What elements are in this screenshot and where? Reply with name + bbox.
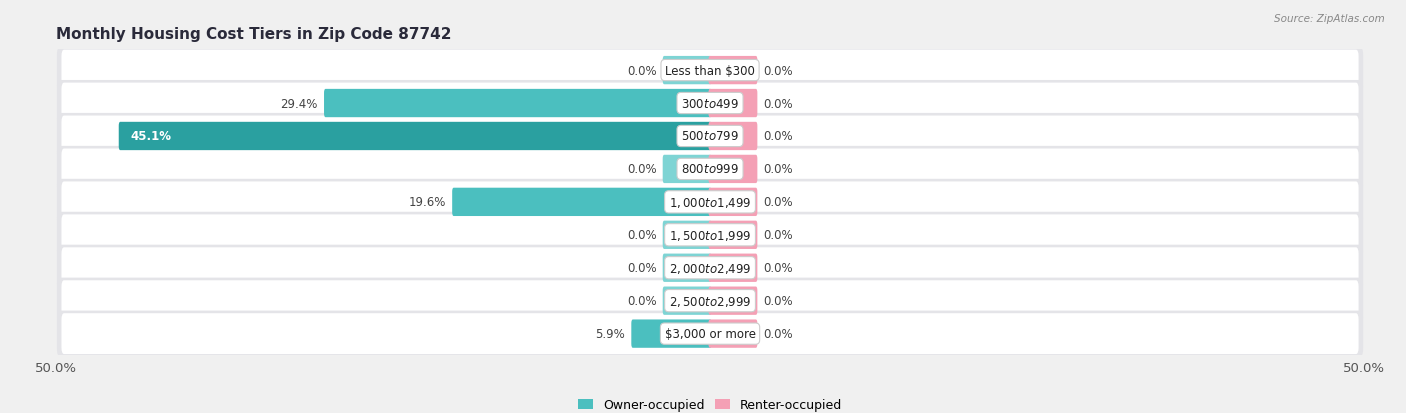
Text: 0.0%: 0.0% <box>627 261 657 275</box>
FancyBboxPatch shape <box>453 188 711 216</box>
Text: $500 to $799: $500 to $799 <box>681 130 740 143</box>
Text: $300 to $499: $300 to $499 <box>681 97 740 110</box>
Text: $800 to $999: $800 to $999 <box>681 163 740 176</box>
Text: 29.4%: 29.4% <box>280 97 318 110</box>
Text: 0.0%: 0.0% <box>763 294 793 307</box>
Text: $3,000 or more: $3,000 or more <box>665 328 755 340</box>
FancyBboxPatch shape <box>56 48 1364 94</box>
FancyBboxPatch shape <box>62 149 1358 190</box>
Text: 0.0%: 0.0% <box>763 261 793 275</box>
Text: 0.0%: 0.0% <box>763 97 793 110</box>
Text: $2,000 to $2,499: $2,000 to $2,499 <box>669 261 751 275</box>
FancyBboxPatch shape <box>62 280 1358 321</box>
FancyBboxPatch shape <box>709 57 758 85</box>
FancyBboxPatch shape <box>709 254 758 282</box>
Text: Source: ZipAtlas.com: Source: ZipAtlas.com <box>1274 14 1385 24</box>
Text: 45.1%: 45.1% <box>131 130 172 143</box>
FancyBboxPatch shape <box>662 254 711 282</box>
FancyBboxPatch shape <box>323 90 711 118</box>
FancyBboxPatch shape <box>62 215 1358 256</box>
FancyBboxPatch shape <box>56 278 1364 324</box>
Text: 0.0%: 0.0% <box>763 328 793 340</box>
FancyBboxPatch shape <box>662 57 711 85</box>
FancyBboxPatch shape <box>62 248 1358 288</box>
FancyBboxPatch shape <box>709 221 758 249</box>
FancyBboxPatch shape <box>62 50 1358 91</box>
Text: 0.0%: 0.0% <box>763 163 793 176</box>
FancyBboxPatch shape <box>631 320 711 348</box>
Text: 0.0%: 0.0% <box>763 130 793 143</box>
FancyBboxPatch shape <box>662 287 711 315</box>
FancyBboxPatch shape <box>709 188 758 216</box>
Text: $1,500 to $1,999: $1,500 to $1,999 <box>669 228 751 242</box>
FancyBboxPatch shape <box>62 182 1358 223</box>
FancyBboxPatch shape <box>56 311 1364 357</box>
FancyBboxPatch shape <box>709 320 758 348</box>
FancyBboxPatch shape <box>118 123 711 151</box>
FancyBboxPatch shape <box>709 155 758 184</box>
FancyBboxPatch shape <box>62 83 1358 124</box>
Text: 0.0%: 0.0% <box>627 163 657 176</box>
FancyBboxPatch shape <box>662 155 711 184</box>
Text: 0.0%: 0.0% <box>627 229 657 242</box>
FancyBboxPatch shape <box>56 179 1364 225</box>
Text: 5.9%: 5.9% <box>595 328 626 340</box>
Text: 0.0%: 0.0% <box>763 229 793 242</box>
FancyBboxPatch shape <box>662 221 711 249</box>
FancyBboxPatch shape <box>56 81 1364 127</box>
FancyBboxPatch shape <box>62 313 1358 354</box>
FancyBboxPatch shape <box>62 116 1358 157</box>
FancyBboxPatch shape <box>709 123 758 151</box>
Text: 0.0%: 0.0% <box>763 196 793 209</box>
Text: Monthly Housing Cost Tiers in Zip Code 87742: Monthly Housing Cost Tiers in Zip Code 8… <box>56 26 451 41</box>
FancyBboxPatch shape <box>709 90 758 118</box>
Text: 19.6%: 19.6% <box>409 196 446 209</box>
Text: $2,500 to $2,999: $2,500 to $2,999 <box>669 294 751 308</box>
Legend: Owner-occupied, Renter-occupied: Owner-occupied, Renter-occupied <box>574 393 846 413</box>
FancyBboxPatch shape <box>709 287 758 315</box>
FancyBboxPatch shape <box>56 114 1364 160</box>
FancyBboxPatch shape <box>56 212 1364 258</box>
FancyBboxPatch shape <box>56 147 1364 192</box>
Text: $1,000 to $1,499: $1,000 to $1,499 <box>669 195 751 209</box>
Text: Less than $300: Less than $300 <box>665 64 755 77</box>
FancyBboxPatch shape <box>56 245 1364 291</box>
Text: 0.0%: 0.0% <box>627 294 657 307</box>
Text: 0.0%: 0.0% <box>763 64 793 77</box>
Text: 0.0%: 0.0% <box>627 64 657 77</box>
